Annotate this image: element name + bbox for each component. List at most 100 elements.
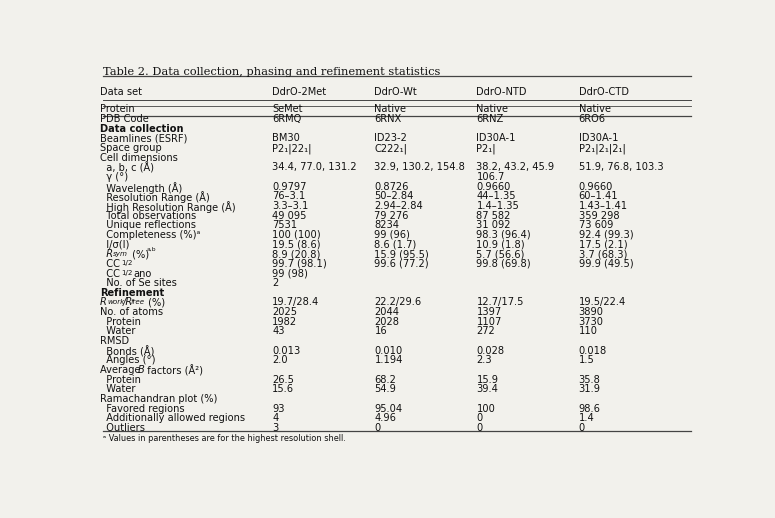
Text: 1.5: 1.5: [579, 355, 594, 365]
Text: 38.2, 43.2, 45.9: 38.2, 43.2, 45.9: [477, 162, 555, 172]
Text: PDB Code: PDB Code: [100, 114, 149, 124]
Text: DdrO-2Met: DdrO-2Met: [272, 87, 326, 97]
Text: 106.7: 106.7: [477, 172, 505, 182]
Text: 51.9, 76.8, 103.3: 51.9, 76.8, 103.3: [579, 162, 663, 172]
Text: Angles (°): Angles (°): [100, 355, 155, 365]
Text: 15.9: 15.9: [477, 375, 498, 385]
Text: 100: 100: [477, 404, 495, 414]
Text: 3890: 3890: [579, 307, 604, 317]
Text: 8.9 (20.8): 8.9 (20.8): [272, 249, 321, 259]
Text: 3.3–3.1: 3.3–3.1: [272, 201, 308, 211]
Text: Table 2. Data collection, phasing and refinement statistics: Table 2. Data collection, phasing and re…: [103, 67, 440, 77]
Text: 110: 110: [579, 326, 598, 337]
Text: Protein: Protein: [100, 317, 141, 327]
Text: R: R: [100, 297, 107, 308]
Text: B: B: [138, 365, 144, 375]
Text: Data set: Data set: [100, 87, 142, 97]
Text: 54.9: 54.9: [374, 384, 396, 394]
Text: CC: CC: [100, 268, 120, 279]
Text: 0: 0: [579, 423, 585, 433]
Text: 99.7 (98.1): 99.7 (98.1): [272, 259, 327, 269]
Text: High Resolution Range (Å): High Resolution Range (Å): [100, 201, 236, 213]
Text: Water: Water: [100, 384, 136, 394]
Text: Water: Water: [100, 326, 136, 337]
Text: Total observations: Total observations: [100, 211, 196, 221]
Text: 12.7/17.5: 12.7/17.5: [477, 297, 524, 308]
Text: Cell dimensions: Cell dimensions: [100, 153, 177, 163]
Text: Bonds (Å): Bonds (Å): [100, 346, 154, 357]
Text: 15.9 (95.5): 15.9 (95.5): [374, 249, 429, 259]
Text: (%): (%): [129, 249, 149, 259]
Text: 1/2: 1/2: [122, 261, 133, 266]
Text: Native: Native: [579, 105, 611, 114]
Text: Additionally allowed regions: Additionally allowed regions: [100, 413, 245, 423]
Text: 8234: 8234: [374, 220, 399, 231]
Text: 79 276: 79 276: [374, 211, 408, 221]
Text: Space group: Space group: [100, 143, 162, 153]
Text: DdrO-CTD: DdrO-CTD: [579, 87, 629, 97]
Text: DdrO-Wt: DdrO-Wt: [374, 87, 417, 97]
Text: 1397: 1397: [477, 307, 501, 317]
Text: 99.6 (77.2): 99.6 (77.2): [374, 259, 429, 269]
Text: Wavelength (Å): Wavelength (Å): [100, 182, 182, 194]
Text: 0: 0: [477, 413, 483, 423]
Text: 99.9 (49.5): 99.9 (49.5): [579, 259, 633, 269]
Text: 4: 4: [272, 413, 278, 423]
Text: Completeness (%)ᵃ: Completeness (%)ᵃ: [100, 230, 200, 240]
Text: 0.018: 0.018: [579, 346, 607, 356]
Text: P2₁|: P2₁|: [477, 143, 496, 153]
Text: No. of Se sites: No. of Se sites: [100, 278, 177, 288]
Text: Resolution Range (Å): Resolution Range (Å): [100, 191, 209, 203]
Text: Unique reflections: Unique reflections: [100, 220, 196, 231]
Text: Ramachandran plot (%): Ramachandran plot (%): [100, 394, 217, 404]
Text: ID23-2: ID23-2: [374, 134, 407, 143]
Text: free: free: [130, 299, 145, 305]
Text: Refinement: Refinement: [100, 288, 164, 298]
Text: ID30A-1: ID30A-1: [477, 134, 516, 143]
Text: 0: 0: [374, 423, 381, 433]
Text: 0: 0: [477, 423, 483, 433]
Text: 60–1.41: 60–1.41: [579, 191, 618, 202]
Text: 359 298: 359 298: [579, 211, 619, 221]
Text: Outliers: Outliers: [100, 423, 145, 433]
Text: 87 582: 87 582: [477, 211, 511, 221]
Text: DdrO-NTD: DdrO-NTD: [477, 87, 527, 97]
Text: 3.7 (68.3): 3.7 (68.3): [579, 249, 627, 259]
Text: 0.9660: 0.9660: [579, 182, 613, 192]
Text: CC: CC: [100, 259, 120, 269]
Text: 22.2/29.6: 22.2/29.6: [374, 297, 422, 308]
Text: 1982: 1982: [272, 317, 298, 327]
Text: ID30A-1: ID30A-1: [579, 134, 618, 143]
Text: γ (°): γ (°): [100, 172, 128, 182]
Text: I/σ(I): I/σ(I): [100, 239, 129, 250]
Text: (%): (%): [145, 297, 165, 308]
Text: BM30: BM30: [272, 134, 300, 143]
Text: 10.9 (1.8): 10.9 (1.8): [477, 239, 525, 250]
Text: 0.028: 0.028: [477, 346, 505, 356]
Text: Protein: Protein: [100, 105, 135, 114]
Text: 8.6 (1.7): 8.6 (1.7): [374, 239, 417, 250]
Text: 98.3 (96.4): 98.3 (96.4): [477, 230, 531, 240]
Text: 73 609: 73 609: [579, 220, 613, 231]
Text: No. of atoms: No. of atoms: [100, 307, 163, 317]
Text: 93: 93: [272, 404, 284, 414]
Text: 92.4 (99.3): 92.4 (99.3): [579, 230, 633, 240]
Text: 6RNX: 6RNX: [374, 114, 401, 124]
Text: Average: Average: [100, 365, 143, 375]
Text: 6RMQ: 6RMQ: [272, 114, 301, 124]
Text: Native: Native: [477, 105, 508, 114]
Text: ᵃ Values in parentheses are for the highest resolution shell.: ᵃ Values in parentheses are for the high…: [103, 434, 346, 443]
Text: 50–2.84: 50–2.84: [374, 191, 414, 202]
Text: ano: ano: [133, 268, 151, 279]
Text: 1.43–1.41: 1.43–1.41: [579, 201, 628, 211]
Text: 1/2: 1/2: [122, 270, 133, 276]
Text: 0.8726: 0.8726: [374, 182, 408, 192]
Text: 2.94–2.84: 2.94–2.84: [374, 201, 423, 211]
Text: Favored regions: Favored regions: [100, 404, 184, 414]
Text: 3730: 3730: [579, 317, 604, 327]
Text: SeMet: SeMet: [272, 105, 303, 114]
Text: 3: 3: [272, 423, 278, 433]
Text: a, b, c (Å): a, b, c (Å): [100, 162, 154, 174]
Text: 7531: 7531: [272, 220, 298, 231]
Text: 31 092: 31 092: [477, 220, 511, 231]
